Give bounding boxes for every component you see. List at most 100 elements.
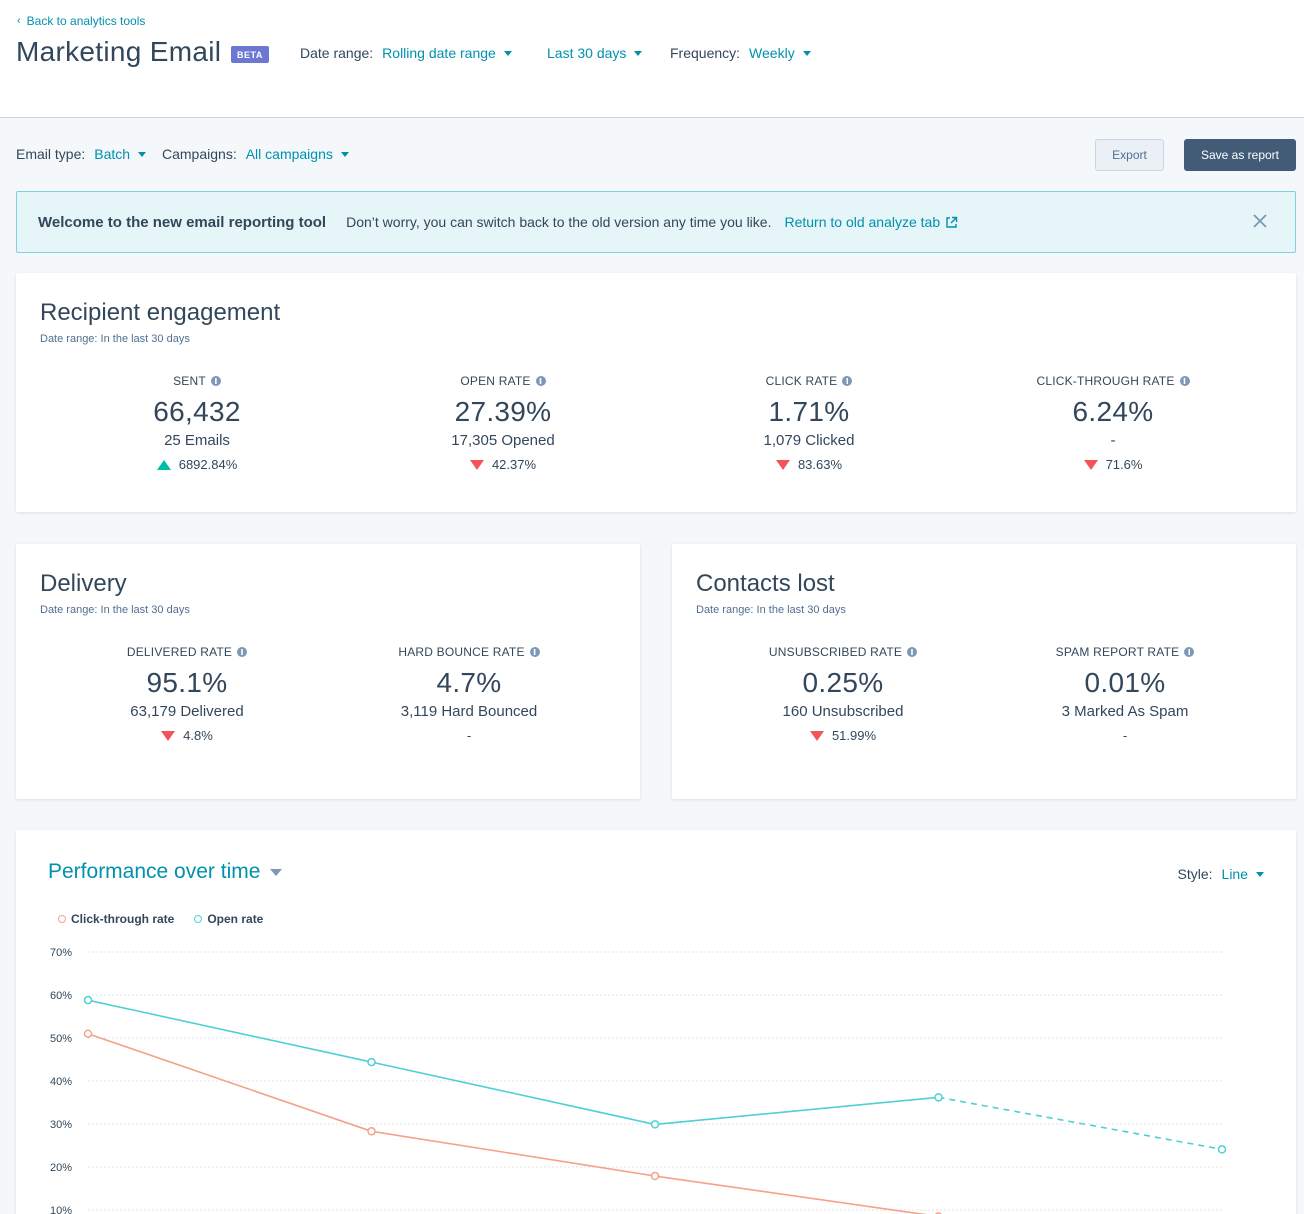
data-point[interactable] [83,1029,93,1038]
back-link[interactable]: ‹ Back to analytics tools [17,14,145,28]
info-icon[interactable]: i [529,647,540,657]
metric-detail: 17,305 Opened [451,432,555,449]
metric-hard-bounce-rate: HARD BOUNCE RATE i 4.7% 3,119 Hard Bounce… [349,643,589,745]
info-icon[interactable]: i [535,376,546,386]
metric-label-text: CLICK-THROUGH RATE [1036,374,1175,388]
info-icon[interactable]: i [1179,376,1190,386]
metric-detail: - [1110,432,1116,449]
close-icon[interactable] [1249,210,1271,232]
metric-label: UNSUBSCRIBED RATE i [769,645,918,659]
metric-change: - [1123,728,1127,743]
save-as-report-button[interactable]: Save as report [1184,139,1296,171]
frequency-label: Frequency: [670,45,741,61]
series-line-segment [938,1096,1223,1151]
metric-click-through-rate: CLICK-THROUGH RATE i 6.24% - 71.6% [993,372,1233,475]
metric-value: 27.39% [454,396,552,427]
metric-value: 0.25% [802,667,884,698]
metric-label: HARD BOUNCE RATE i [398,645,540,659]
card-date-range: Date range: In the last 30 days [696,604,846,616]
campaigns-label: Campaigns: [162,146,237,162]
metric-change: 6892.84% [156,457,237,472]
recipient-engagement-card: Recipient engagement Date range: In the … [16,273,1296,512]
metric-label-text: SENT [173,374,206,388]
return-old-analyze-link[interactable]: Return to old analyze tab [784,214,958,230]
y-tick-label: 70% [50,947,72,959]
banner-link-label: Return to old analyze tab [784,214,941,230]
metric-change-value: 42.37% [491,457,537,472]
series-line-segment [87,999,372,1063]
info-icon[interactable]: i [907,647,918,657]
metric-change-value: - [1122,728,1128,743]
caret-down-icon [802,50,811,56]
data-point[interactable] [367,1127,376,1136]
top-header: ‹ Back to analytics tools Marketing Emai… [0,0,1304,118]
metric-value: 4.7% [436,667,502,698]
period-value: Last 30 days [547,45,627,61]
card-title: Delivery [40,570,127,597]
metric-change: 51.99% [809,728,876,743]
card-title: Recipient engagement [40,299,281,326]
data-point[interactable] [83,995,93,1005]
email-type-label: Email type: [16,146,86,162]
campaigns-filter: Campaigns: All campaigns [162,146,349,162]
email-type-filter: Email type: Batch [16,146,147,162]
campaigns-dropdown[interactable]: All campaigns [246,146,349,162]
legend-click-through-rate[interactable]: Click-through rate [58,912,174,926]
metric-change: 42.37% [469,457,537,472]
welcome-banner: Welcome to the new email reporting tool … [16,191,1296,253]
metric-detail: 1,079 Clicked [763,432,855,449]
info-icon[interactable]: i [842,376,853,386]
style-value: Line [1221,866,1248,882]
metric-label-text: HARD BOUNCE RATE [398,645,525,659]
legend-open-rate[interactable]: Open rate [194,912,263,926]
data-point[interactable] [1217,1145,1227,1154]
metric-detail: 3,119 Hard Bounced [400,703,538,720]
metric-label: DELIVERED RATE i [126,645,248,659]
y-tick-label: 60% [50,990,72,1002]
data-point[interactable] [367,1057,376,1067]
data-point[interactable] [650,1120,660,1129]
metric-label: SPAM REPORT RATE i [1056,645,1195,659]
period-filter: Last 30 days [547,45,643,61]
metric-unsubscribed-rate: UNSUBSCRIBED RATE i 0.25% 160 Unsubscribe… [723,643,963,746]
frequency-dropdown[interactable]: Weekly [749,45,811,61]
chevron-left-icon: ‹ [17,15,21,27]
style-dropdown[interactable]: Line [1222,866,1264,882]
metric-detail: 25 Emails [164,432,230,449]
performance-title-dropdown[interactable]: Performance over time [48,860,283,884]
email-type-dropdown[interactable]: Batch [94,146,147,162]
metric-value: 0.01% [1084,667,1166,698]
triangle-down-icon [1083,459,1098,470]
caret-down-icon [340,151,349,157]
data-point[interactable] [650,1171,660,1181]
date-range-dropdown[interactable]: Rolling date range [382,45,512,61]
data-point[interactable] [934,1093,943,1102]
metric-label: SENT i [173,374,221,388]
metric-delivered-rate: DELIVERED RATE i 95.1% 63,179 Delivered 4… [67,643,307,746]
y-tick-label: 40% [50,1076,72,1088]
metric-sent: SENT i 66,432 25 Emails 6892.84% [77,372,317,475]
triangle-up-icon [156,459,171,470]
email-type-value: Batch [94,146,131,162]
metric-label: CLICK-THROUGH RATE i [1036,374,1190,388]
caret-down-icon [503,50,512,56]
circle-marker-icon [58,915,66,923]
metric-change-value: 83.63% [797,457,843,472]
contacts-lost-card: Contacts lost Date range: In the last 30… [672,544,1296,799]
metric-change: 83.63% [775,457,843,472]
export-button[interactable]: Export [1095,139,1164,171]
info-icon[interactable]: i [237,647,248,657]
metric-label-text: DELIVERED RATE [126,645,233,659]
period-dropdown[interactable]: Last 30 days [547,45,643,61]
series-line-segment [654,1175,927,1214]
metric-open-rate: OPEN RATE i 27.39% 17,305 Opened 42.37% [383,372,623,475]
external-link-icon [946,216,958,228]
info-icon[interactable]: i [1184,647,1195,657]
date-range-value: Rolling date range [382,45,496,61]
metric-detail: 3 Marked As Spam [1061,703,1189,720]
metric-value: 1.71% [768,396,850,427]
chart-legend: Click-through rate Open rate [58,912,263,926]
metric-spam-report-rate: SPAM REPORT RATE i 0.01% 3 Marked As Spam… [1005,643,1245,745]
legend-label: Click-through rate [71,912,175,926]
info-icon[interactable]: i [210,376,221,386]
